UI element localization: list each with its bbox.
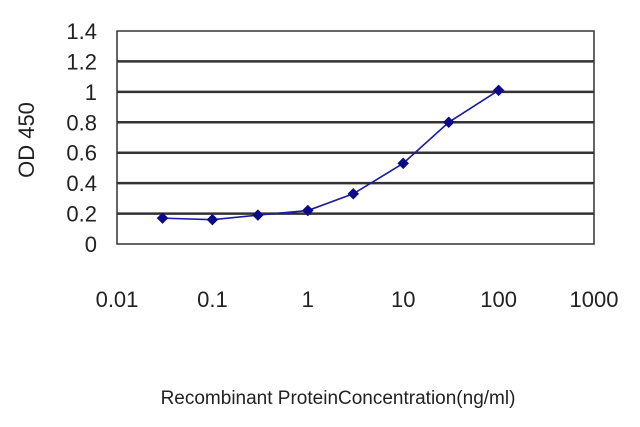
y-axis-ticks: 0 0.2 0.4 0.6 0.8 1 1.2 1.4 (66, 19, 97, 257)
x-tick-label: 100 (480, 287, 517, 312)
data-point-4 (347, 187, 360, 200)
y-tick-label: 1 (85, 80, 97, 105)
data-point-3 (301, 204, 314, 217)
y-tick-label: 0 (85, 232, 97, 257)
x-tick-label: 0.01 (96, 287, 139, 312)
y-tick-label: 1.4 (66, 19, 97, 44)
y-tick-label: 0.4 (66, 171, 97, 196)
horizontal-gridlines (117, 60, 594, 215)
data-point-5 (397, 157, 410, 170)
x-axis-title: Recombinant ProteinConcentration(ng/ml) (161, 388, 516, 409)
y-axis-title: OD 450 (14, 102, 39, 178)
plot-area (116, 30, 595, 245)
data-point-6 (442, 116, 455, 129)
data-point-7 (492, 84, 505, 97)
x-tick-label: 10 (391, 287, 415, 312)
data-point-1 (206, 213, 219, 226)
y-tick-label: 0.8 (66, 110, 97, 135)
series-line (162, 89, 500, 221)
data-point-2 (252, 209, 264, 221)
y-tick-label: 1.2 (66, 49, 97, 74)
x-tick-label: 1 (302, 287, 314, 312)
y-tick-label: 0.6 (66, 141, 97, 166)
data-point-0 (156, 212, 169, 224)
series-layer (156, 84, 505, 226)
x-tick-label: 0.1 (197, 287, 228, 312)
x-axis-ticks: 0.01 0.1 1 10 100 1000 (96, 287, 619, 312)
x-tick-label: 1000 (570, 287, 619, 312)
y-tick-label: 0.2 (66, 202, 97, 227)
